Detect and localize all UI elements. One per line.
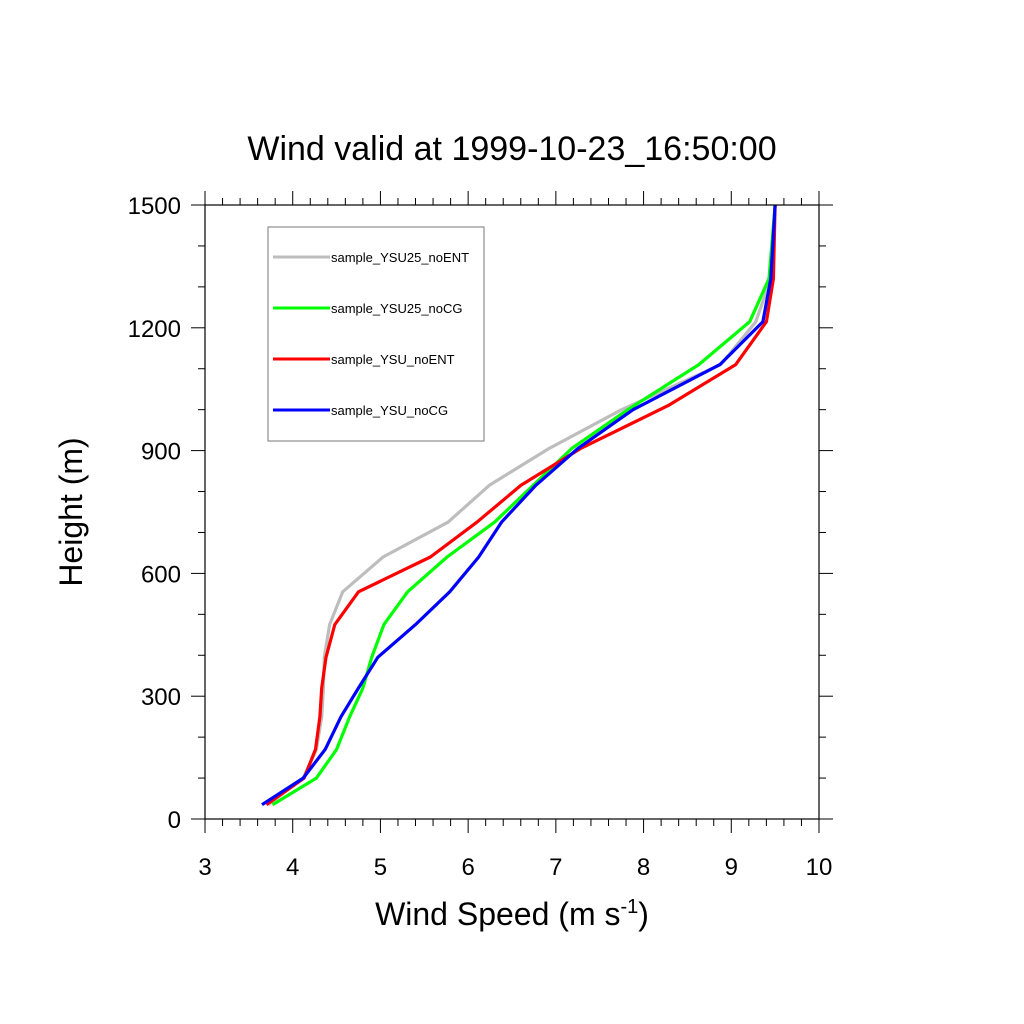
- y-tick-label: 1200: [128, 316, 181, 343]
- x-axis-title-suffix: ): [638, 896, 649, 932]
- x-tick-label: 5: [374, 854, 387, 881]
- legend-box: [267, 226, 485, 442]
- legend-label: sample_YSU_noCG: [331, 403, 448, 418]
- x-axis-title-text: Wind Speed (m s: [375, 896, 620, 932]
- x-axis-title: Wind Speed (m s-1): [375, 896, 649, 932]
- y-tick-label: 900: [141, 439, 181, 466]
- x-tick-label: 3: [198, 854, 211, 881]
- y-tick-label: 0: [168, 807, 181, 834]
- legend-label: sample_YSU_noENT: [331, 352, 455, 367]
- tick-labels: 3 4 5 6 7 8 9 10 0 300 600 900 1200 1500: [128, 193, 833, 881]
- legend-label: sample_YSU25_noCG: [331, 301, 463, 316]
- y-axis-title: Height (m): [53, 437, 89, 586]
- x-tick-label: 6: [461, 854, 474, 881]
- x-tick-label: 8: [637, 854, 650, 881]
- x-tick-label: 10: [806, 854, 833, 881]
- series-line-sample_YSU25_noCG: [271, 204, 777, 807]
- x-tick-label: 4: [286, 854, 299, 881]
- series-line-sample_YSU_noENT: [265, 204, 777, 807]
- series-line-sample_YSU_noCG: [261, 204, 777, 807]
- axis-ticks: [191, 191, 833, 833]
- y-tick-label: 600: [141, 561, 181, 588]
- legend-label: sample_YSU25_noENT: [331, 250, 469, 265]
- series-lines: [261, 204, 777, 807]
- chart-title: Wind valid at 1999-10-23_16:50:00: [247, 130, 776, 168]
- plot-frame: [204, 204, 820, 820]
- legend-items: sample_YSU25_noENT sample_YSU25_noCGsampl…: [273, 250, 469, 418]
- x-tick-label: 9: [725, 854, 738, 881]
- legend: sample_YSU25_noENT sample_YSU25_noCGsampl…: [267, 226, 485, 442]
- y-tick-label: 300: [141, 684, 181, 711]
- x-tick-label: 7: [549, 854, 562, 881]
- y-tick-label: 1500: [128, 193, 181, 220]
- x-axis-title-superscript: -1: [620, 896, 638, 918]
